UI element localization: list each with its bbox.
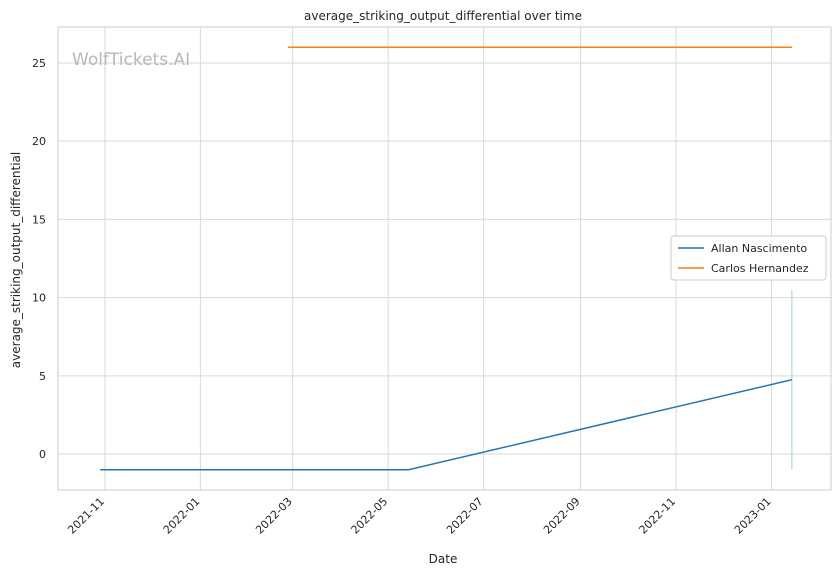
legend-label-carlos-hernandez: Carlos Hernandez: [711, 262, 809, 275]
series-line-allan-nascimento: [100, 378, 793, 471]
watermark-text: WolfTickets.AI: [72, 50, 190, 70]
y-axis-ticks: 0 5 10 15 20 25: [32, 57, 46, 461]
series-layer: [100, 46, 793, 471]
y-axis-title: average_striking_output_differential: [9, 152, 23, 368]
y-tick-label-20: 20: [32, 135, 46, 148]
chart-title: average_striking_output_differential ove…: [304, 9, 582, 23]
x-axis-title: Date: [429, 552, 458, 566]
legend-label-allan-nascimento: Allan Nascimento: [711, 242, 807, 255]
y-tick-label-10: 10: [32, 292, 46, 305]
legend-box: [670, 235, 827, 281]
y-tick-label-25: 25: [32, 57, 46, 70]
plot-area-frame: [57, 26, 832, 491]
y-tick-label-5: 5: [39, 370, 46, 383]
y-tick-label-0: 0: [39, 448, 46, 461]
y-tick-label-15: 15: [32, 213, 46, 226]
legend: Allan Nascimento Carlos Hernandez: [670, 235, 827, 281]
